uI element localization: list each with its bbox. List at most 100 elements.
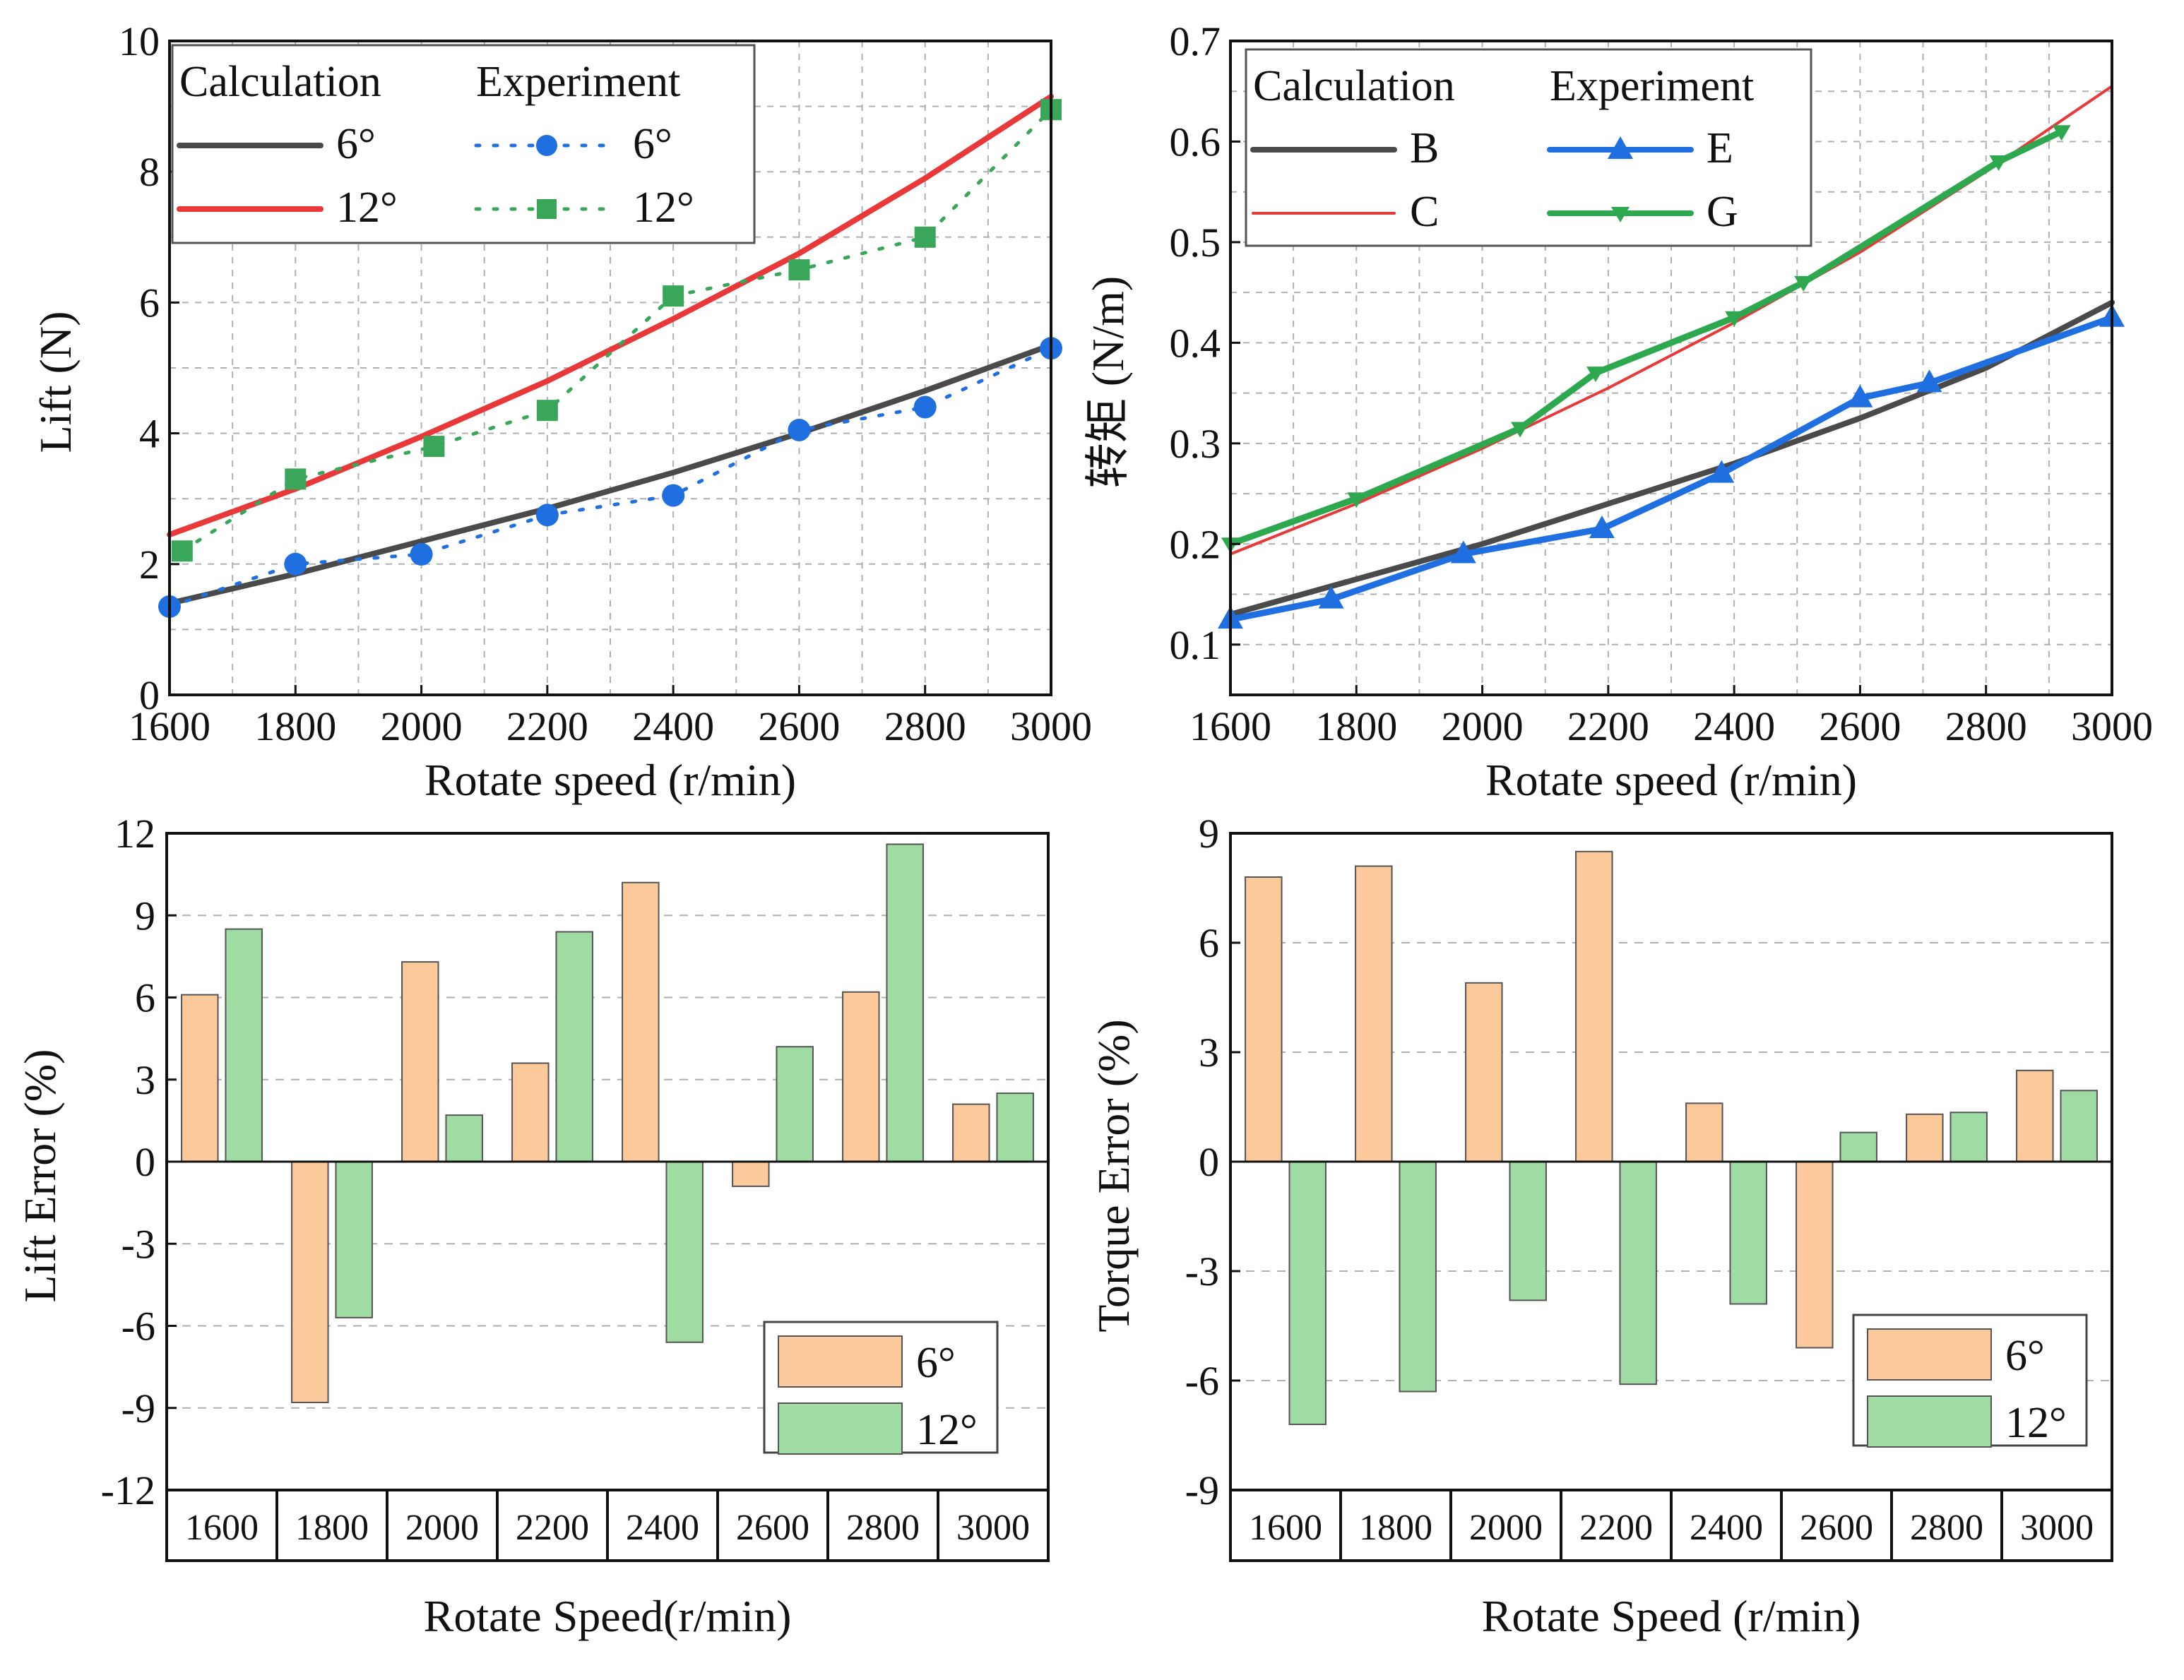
legend-swatch-1 — [778, 1402, 903, 1455]
lift_error-bar-1 — [335, 1161, 373, 1318]
lift-series-2-point — [535, 504, 559, 527]
category-label: 2600 — [736, 1508, 809, 1548]
lift_error-bar-0 — [732, 1161, 770, 1187]
lift-series-2-point — [913, 395, 937, 419]
x-tick-label: 3000 — [1010, 703, 1092, 749]
legend-label-0: 6° — [336, 120, 376, 168]
lift-series-3-point — [285, 468, 307, 490]
x-tick-label: 2000 — [381, 703, 463, 749]
torque_error-bar-0 — [1245, 876, 1283, 1162]
x-tick-label: 2600 — [1819, 703, 1901, 749]
y-tick-label: 6 — [1199, 920, 1219, 966]
y-tick-label: -3 — [121, 1221, 155, 1267]
torque_error-bar-1 — [1619, 1161, 1657, 1386]
legend-swatch-0 — [1867, 1328, 1992, 1381]
torque_error-bar-1 — [1288, 1161, 1327, 1425]
torque_error-bar-1 — [2060, 1090, 2098, 1162]
category-label: 2600 — [1800, 1508, 1873, 1548]
torque-series-3-point — [2052, 125, 2071, 141]
lift_error-bar-1 — [555, 931, 593, 1162]
y-tick-label: 9 — [135, 893, 155, 939]
legend-label-0: B — [1410, 124, 1439, 172]
legend-label-3: 12° — [633, 184, 694, 232]
legend-swatch-1 — [1867, 1395, 1992, 1448]
torque-x-axis-label: Rotate speed (r/min) — [1485, 755, 1857, 805]
torque-series-3-point — [1794, 275, 1813, 292]
y-tick-label: 9 — [1199, 811, 1219, 857]
torque_error-bar-0 — [2016, 1069, 2054, 1163]
legend-swatch-0 — [778, 1335, 903, 1388]
y-tick-label: 0.5 — [1170, 220, 1221, 266]
torque-series-2-point — [1589, 515, 1615, 538]
lift_error-bar-1 — [225, 928, 263, 1162]
category-label: 1800 — [295, 1508, 369, 1548]
y-tick-label: 2 — [139, 542, 160, 588]
torque_error-chart: -9 -6 -3 0 3 6 9 1600 1800 2000 2200 2400 2600 2800 30… — [1088, 811, 2113, 1641]
lift-chart: 1600 1800 2000 2200 2400 2600 2800 3000 0 2 4 6 8 10 R… — [30, 18, 1092, 805]
y-tick-label: 4 — [139, 411, 160, 457]
legend-label-3: G — [1707, 188, 1738, 236]
legend-header-exp: Experiment — [476, 58, 680, 106]
torque-frame — [1229, 40, 2113, 696]
lift_error-bar-1 — [776, 1046, 814, 1162]
y-tick-label: -6 — [121, 1304, 155, 1350]
legend-marker-3 — [1611, 207, 1630, 222]
lift-frame — [168, 40, 1052, 696]
lift_error-bar-0 — [952, 1103, 990, 1162]
torque_error-x-axis-label: Rotate Speed (r/min) — [1482, 1591, 1861, 1641]
torque-series-3-point — [1989, 155, 2008, 171]
category-label: 2800 — [1910, 1508, 1983, 1548]
legend-marker-2 — [1608, 136, 1633, 159]
y-tick-label: 0.6 — [1170, 119, 1221, 165]
lift-series-3-point — [914, 226, 936, 248]
lift-y-axis-label: Lift (N) — [30, 311, 81, 453]
x-tick-label: 2600 — [758, 703, 840, 749]
lift-series-0-line — [167, 342, 1054, 607]
y-tick-label: 6 — [135, 975, 155, 1021]
torque-series-2-point — [1450, 540, 1476, 564]
category-label: 2800 — [846, 1508, 920, 1548]
legend-label-2: E — [1707, 124, 1733, 172]
torque_error-bar-1 — [1509, 1161, 1547, 1301]
lift_error-y-axis-label: Lift Error (%) — [15, 1049, 65, 1303]
lift-series-3-point — [536, 400, 558, 422]
torque_error-legend: 6°12° — [1852, 1313, 2088, 1448]
y-tick-label: 0.3 — [1170, 421, 1221, 467]
torque_error-bar-1 — [1399, 1161, 1437, 1393]
legend-marker-3 — [537, 199, 557, 219]
y-tick-label: 12 — [114, 811, 155, 857]
y-tick-label: 6 — [139, 280, 160, 326]
lift-series-3-point — [663, 285, 684, 307]
lift-series-2-point — [284, 552, 307, 576]
y-tick-label: 0 — [139, 672, 160, 718]
category-label: 3000 — [2020, 1508, 2094, 1548]
torque_error-bar-0 — [1465, 982, 1503, 1163]
lift_error-chart: -12 -9 -6 -3 0 3 6 9 12 1600 1800 2000 2200 2400 2600 2… — [15, 811, 1050, 1641]
lift_error-legend: 6°12° — [763, 1321, 999, 1455]
x-tick-label: 2200 — [506, 703, 588, 749]
legend-header-exp: Experiment — [1550, 62, 1754, 110]
lift-x-axis-label: Rotate speed (r/min) — [425, 755, 796, 805]
lift-series-3-point — [788, 259, 810, 281]
x-tick-label: 1800 — [254, 703, 336, 749]
torque-series-2-point — [1709, 460, 1735, 483]
x-tick-label: 2400 — [632, 703, 714, 749]
y-tick-label: 0.1 — [1170, 622, 1221, 668]
torque_error-bar-1 — [1839, 1131, 1877, 1162]
lift-series-3-line — [180, 107, 1053, 553]
torque-series-0-line — [1228, 299, 2115, 617]
lift_error-bar-0 — [842, 991, 880, 1162]
torque-series-3-point — [1586, 367, 1606, 383]
lift_error-bar-0 — [511, 1062, 550, 1162]
lift-series-2-point — [410, 542, 433, 566]
lift-legend: Calculation Experiment 6° 12° 6° 12° — [171, 44, 756, 244]
legend-label-2: 6° — [633, 120, 672, 168]
x-tick-label: 1600 — [1189, 703, 1271, 749]
x-tick-label: 1800 — [1315, 703, 1397, 749]
legend-header-calc: Calculation — [179, 58, 381, 106]
x-tick-label: 1600 — [129, 703, 210, 749]
y-tick-label: 0 — [1199, 1139, 1219, 1185]
legend-label-1: 12° — [916, 1406, 978, 1454]
torque_error-bar-0 — [1575, 850, 1613, 1163]
